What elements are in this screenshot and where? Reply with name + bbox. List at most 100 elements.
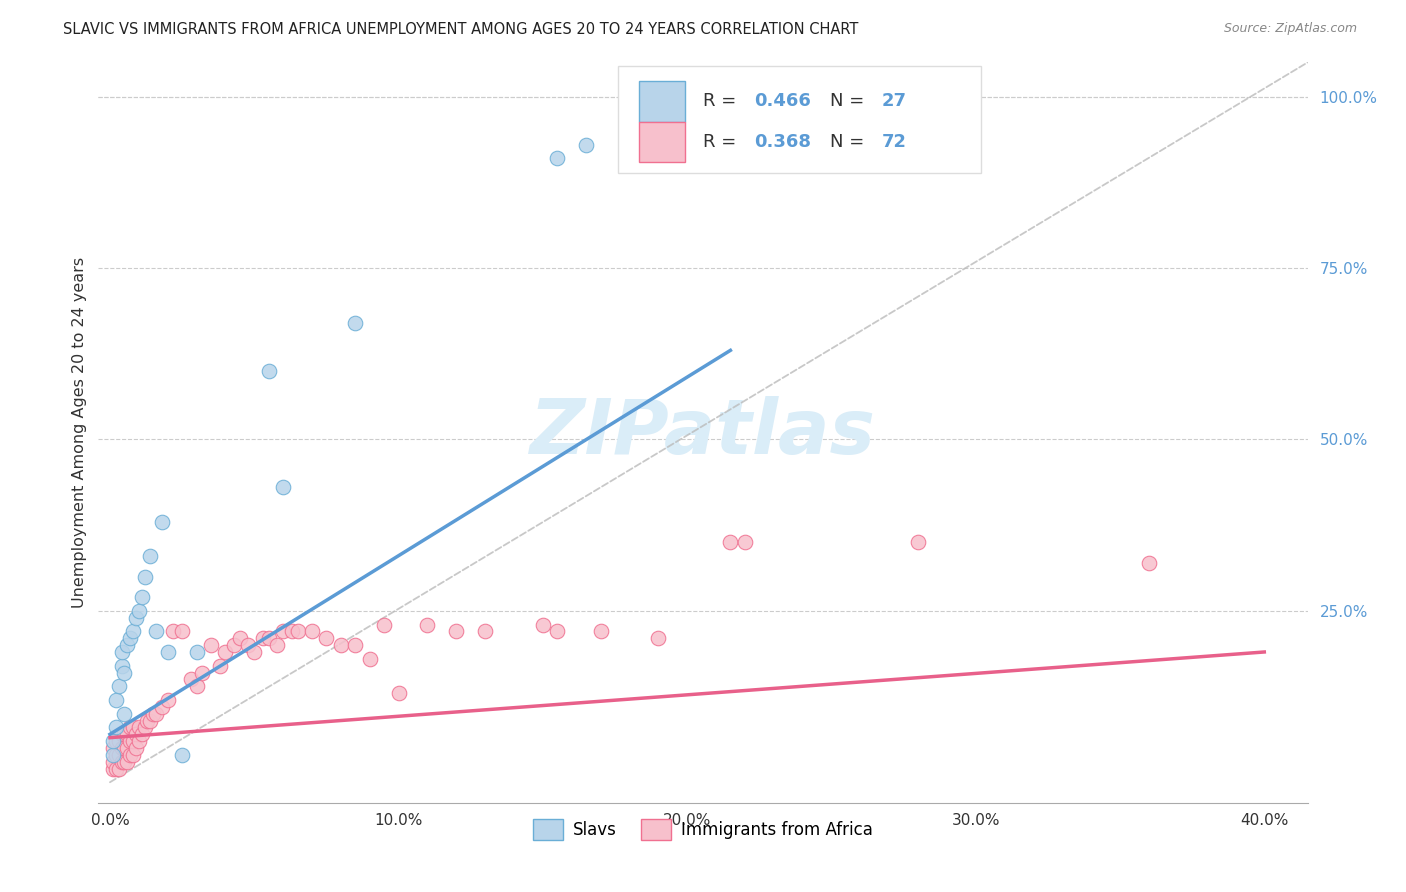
Point <box>110 645 132 659</box>
Point <box>125 727 148 741</box>
Point <box>546 152 568 166</box>
Point <box>104 693 127 707</box>
Point <box>575 137 598 152</box>
Text: 27: 27 <box>882 92 907 111</box>
Point <box>589 624 612 639</box>
Point <box>120 632 142 646</box>
Point <box>128 720 150 734</box>
Point <box>416 617 439 632</box>
Point <box>344 316 367 330</box>
Text: R =: R = <box>703 92 742 111</box>
Point <box>266 638 288 652</box>
Point <box>107 762 129 776</box>
Point <box>734 535 756 549</box>
Point <box>315 632 337 646</box>
Point <box>136 714 159 728</box>
Point <box>107 734 129 748</box>
Point <box>101 755 124 769</box>
Point <box>139 714 162 728</box>
Point <box>344 638 367 652</box>
Point <box>139 549 162 563</box>
Point <box>238 638 260 652</box>
Text: R =: R = <box>703 133 742 151</box>
Bar <box>638 121 685 162</box>
Point <box>647 632 669 646</box>
Point <box>180 673 202 687</box>
Point <box>156 645 179 659</box>
Point <box>243 645 266 659</box>
Point <box>120 747 142 762</box>
Point <box>101 762 124 776</box>
Point <box>117 727 139 741</box>
Text: 72: 72 <box>882 133 907 151</box>
Point <box>257 632 280 646</box>
Point <box>329 638 352 652</box>
Point <box>229 632 252 646</box>
Point <box>186 679 208 693</box>
Text: ZIPatlas: ZIPatlas <box>530 396 876 469</box>
Point <box>145 706 167 721</box>
Text: SLAVIC VS IMMIGRANTS FROM AFRICA UNEMPLOYMENT AMONG AGES 20 TO 24 YEARS CORRELAT: SLAVIC VS IMMIGRANTS FROM AFRICA UNEMPLO… <box>63 22 859 37</box>
Point <box>446 624 468 639</box>
Point <box>1137 556 1160 570</box>
Point <box>110 755 132 769</box>
Point <box>110 727 132 741</box>
Point <box>142 706 165 721</box>
Text: 0.368: 0.368 <box>754 133 811 151</box>
Point <box>112 706 135 721</box>
Point <box>373 617 395 632</box>
FancyBboxPatch shape <box>619 66 981 173</box>
Bar <box>638 81 685 121</box>
Point <box>120 720 142 734</box>
Point <box>301 624 323 639</box>
Point <box>172 747 194 762</box>
Point <box>150 699 173 714</box>
Point <box>120 734 142 748</box>
Point <box>172 624 194 639</box>
Text: Source: ZipAtlas.com: Source: ZipAtlas.com <box>1223 22 1357 36</box>
Point <box>214 645 236 659</box>
Point <box>134 569 156 583</box>
Point <box>208 658 231 673</box>
Point <box>110 741 132 756</box>
Point <box>907 535 929 549</box>
Point <box>112 755 135 769</box>
Point <box>186 645 208 659</box>
Text: N =: N = <box>830 133 870 151</box>
Point <box>112 741 135 756</box>
Point <box>101 741 124 756</box>
Legend: Slavs, Immigrants from Africa: Slavs, Immigrants from Africa <box>526 813 880 847</box>
Point <box>131 590 153 604</box>
Point <box>156 693 179 707</box>
Point <box>122 624 145 639</box>
Point <box>104 720 127 734</box>
Point <box>150 515 173 529</box>
Point <box>128 734 150 748</box>
Text: 0.466: 0.466 <box>754 92 811 111</box>
Point <box>122 747 145 762</box>
Point <box>117 638 139 652</box>
Point <box>107 679 129 693</box>
Point <box>125 611 148 625</box>
Point <box>101 734 124 748</box>
Point <box>101 747 124 762</box>
Point <box>125 741 148 756</box>
Point <box>252 632 274 646</box>
Point <box>359 652 381 666</box>
Point <box>104 747 127 762</box>
Point <box>112 727 135 741</box>
Point <box>191 665 214 680</box>
Point <box>531 617 554 632</box>
Text: N =: N = <box>830 92 870 111</box>
Point <box>122 720 145 734</box>
Point <box>104 762 127 776</box>
Point <box>110 658 132 673</box>
Point <box>112 665 135 680</box>
Point <box>128 604 150 618</box>
Point <box>117 755 139 769</box>
Point <box>107 747 129 762</box>
Point <box>162 624 184 639</box>
Point <box>104 734 127 748</box>
Point <box>222 638 245 652</box>
Point <box>271 480 294 494</box>
